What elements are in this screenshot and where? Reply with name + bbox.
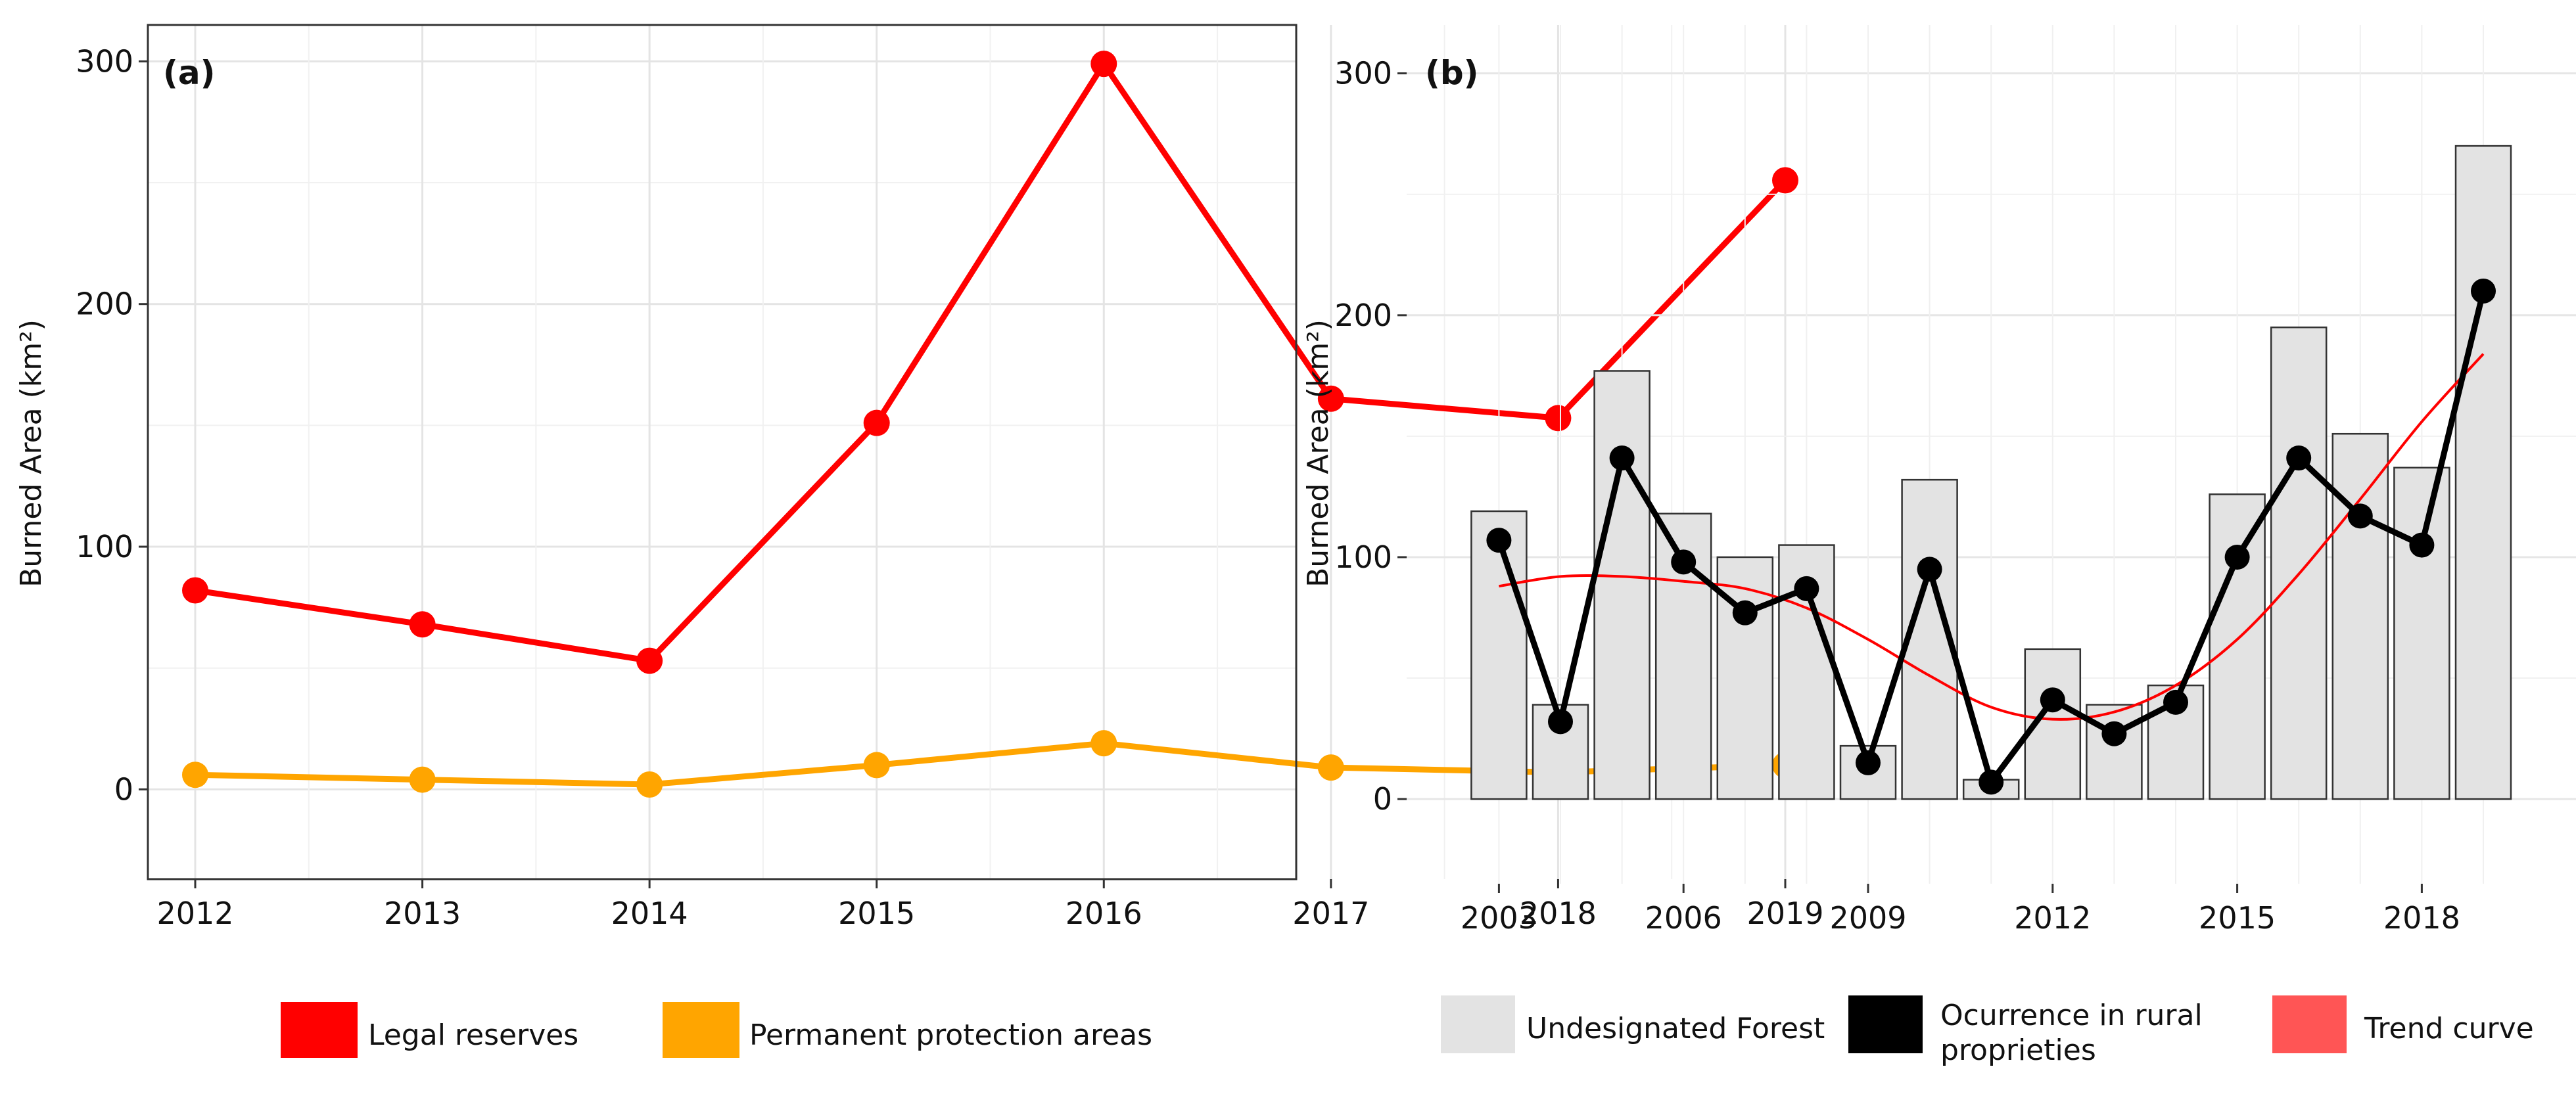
panel-b-bar — [2086, 704, 2143, 800]
panel-b-x-tick-label: 2015 — [2199, 900, 2276, 936]
panel-b-bar — [1901, 478, 1958, 800]
legend-swatch-legal-reserves — [281, 1002, 358, 1058]
panel-a-x-tick-label: 2017 — [1292, 896, 1369, 931]
panel-b-x-tick-label: 2003 — [1461, 900, 1537, 936]
panel-a-x-tick-label: 2018 — [1520, 896, 1597, 931]
panel-b-x-tick-label: 2009 — [1829, 900, 1906, 936]
legend-swatch-undesignated-forest — [1441, 995, 1515, 1053]
panel-b-x-tick-label: 2006 — [1645, 900, 1722, 936]
panel-a-data-point — [1090, 730, 1117, 757]
panel-b-data-point — [1486, 528, 1512, 553]
panel-a-data-point — [182, 577, 208, 604]
panel-b-data-point — [1979, 769, 2004, 795]
panel-a-data-point — [863, 752, 890, 779]
panel-a-y-tick-label: 0 — [114, 771, 133, 807]
panel-a-x-ticks: 2012 2013 2014 2015 2016 2017 2018 2019 — [156, 879, 1824, 931]
panel-a-data-point — [409, 766, 436, 793]
panel-a-data-point — [636, 771, 663, 798]
panel-a-data-point — [1771, 167, 1798, 194]
panel-b-data-point — [1609, 445, 1635, 471]
panel-a-data-point — [1317, 754, 1344, 781]
panel-b-y-tick-label: 0 — [1373, 781, 1392, 817]
panel-a-plot-border — [147, 24, 1298, 880]
panel-b-data-point — [2471, 278, 2496, 304]
panel-b-y-axis-label: Burned Area (km²) — [1301, 319, 1335, 587]
panel-b-data-point — [2224, 544, 2250, 570]
legend-swatch-rural-proprieties — [1848, 995, 1923, 1053]
panel-b-bar — [2331, 432, 2389, 800]
panel-b-bar — [2393, 467, 2450, 800]
panel-a-x-tick-label: 2019 — [1746, 896, 1823, 931]
panel-b-bar — [2454, 145, 2512, 800]
panel-b-rural-line — [1486, 278, 2496, 795]
legend-swatch-permanent-protection — [663, 1002, 739, 1058]
panel-b-x-tick-label: 2012 — [2014, 900, 2091, 936]
legend-label-rural-line1: Ocurrence in rural — [1940, 999, 2203, 1032]
legend-label-permanent-protection: Permanent protection areas — [749, 1018, 1152, 1052]
panel-a-y-tick-label: 300 — [76, 43, 133, 79]
panel-b-data-point — [1917, 557, 1942, 582]
panel-b-data-point — [2040, 687, 2065, 713]
panel-a-data-point — [1090, 51, 1117, 78]
panel-b-data-point — [1794, 576, 1819, 601]
legend-label-legal-reserves: Legal reserves — [368, 1018, 578, 1052]
panel-b-data-point — [1671, 549, 1697, 575]
panel-b-y-tick-label: 300 — [1334, 56, 1392, 91]
panel-a-label: (a) — [163, 54, 215, 92]
panel-a-y-axis-label: Burned Area (km²) — [14, 319, 48, 587]
panel-b-bar — [1470, 510, 1528, 800]
panel-b-data-point — [2101, 721, 2127, 746]
panel-b-label: (b) — [1425, 54, 1479, 92]
legend-label-trend-curve: Trend curve — [2364, 1012, 2534, 1045]
panel-b-x-tick-label: 2018 — [2383, 900, 2460, 936]
panel-b-y-ticks: 0 100 200 300 — [1334, 56, 1407, 817]
panel-a-x-tick-label: 2012 — [156, 896, 233, 931]
panel-b-bar — [2270, 326, 2328, 800]
panel-b-data-point — [2163, 689, 2188, 715]
panel-b-data-point — [2286, 445, 2312, 471]
panel-b-trend-curve — [1499, 353, 2485, 721]
panel-b-y-tick-label: 200 — [1334, 298, 1392, 333]
panel-a-x-tick-label: 2014 — [611, 896, 688, 931]
panel-a-y-tick-label: 200 — [76, 286, 133, 322]
panel-a-series-line — [195, 60, 1788, 664]
panel-a-data-point — [863, 409, 890, 436]
panel-a-x-tick-label: 2015 — [838, 896, 915, 931]
panel-b-legend: Undesignated Forest Ocurrence in ruralpro… — [1441, 995, 2534, 1067]
panel-a-y-ticks: 0 100 200 300 — [76, 43, 148, 807]
panel-a-data-point — [1545, 405, 1572, 432]
panel-b-bar — [2209, 493, 2266, 800]
panel-b-trend-line — [1499, 353, 2485, 721]
panel-b-data-point — [1732, 600, 1758, 626]
legend-label-rural-line2: proprieties — [1940, 1034, 2096, 1067]
panel-b-data-point — [1548, 709, 1573, 735]
panel-a-x-tick-label: 2013 — [384, 896, 461, 931]
legend-swatch-trend-curve — [2272, 995, 2347, 1053]
panel-a-legend: Legal reserves Permanent protection areas — [281, 1002, 1152, 1058]
panel-a-x-tick-label: 2016 — [1066, 896, 1142, 931]
legend-label-undesignated-forest: Undesignated Forest — [1526, 1012, 1825, 1045]
panel-b-data-point — [2347, 503, 2373, 529]
panel-b-bar — [1532, 704, 1589, 800]
panel-b-data-point — [2409, 532, 2435, 558]
panel-a-data-point — [182, 762, 208, 788]
panel-b-data-point — [1856, 750, 1881, 775]
panel-a-y-tick-label: 100 — [76, 529, 133, 564]
panel-b-bar — [1593, 370, 1651, 800]
panel-a-data-point — [636, 647, 663, 674]
panel-b-x-ticks: 2003 2006 2009 2012 2015 2018 — [1461, 884, 2460, 936]
panel-a-data-point — [409, 611, 436, 638]
panel-b-y-tick-label: 100 — [1334, 539, 1392, 575]
panel-a-data-point — [1317, 385, 1344, 412]
